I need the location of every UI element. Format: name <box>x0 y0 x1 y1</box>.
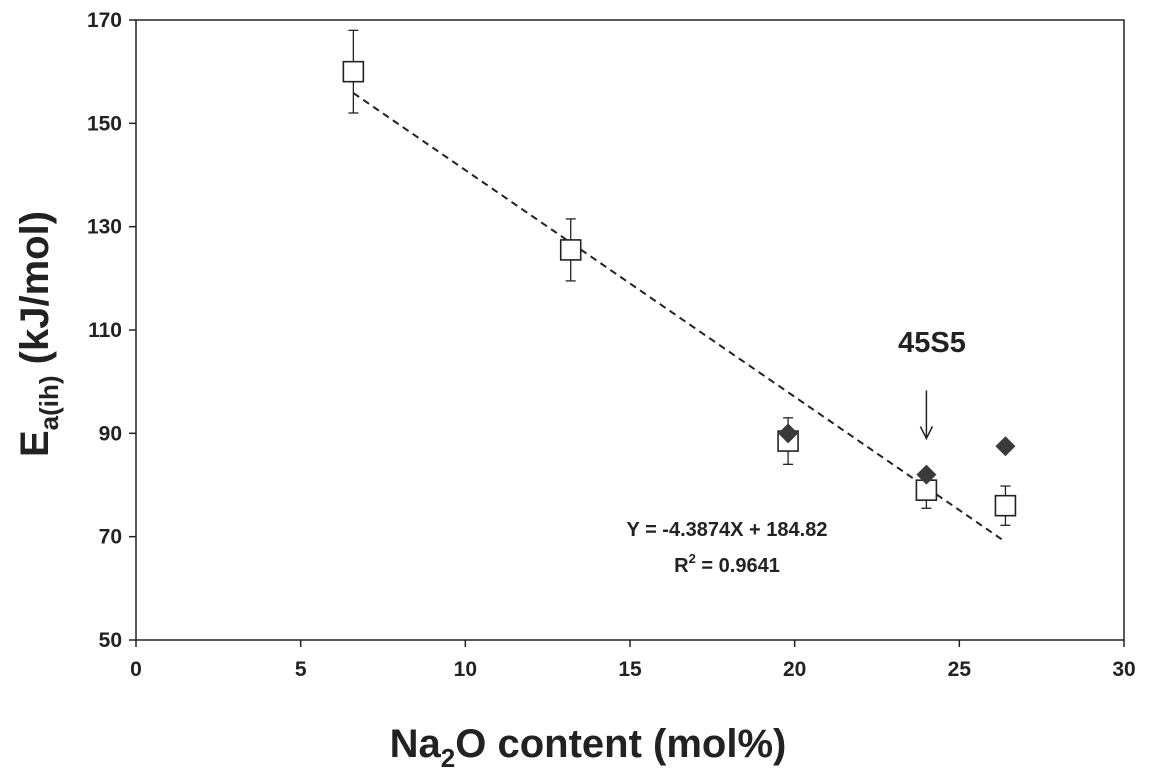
y-tick-label: 110 <box>88 319 122 342</box>
marks-layer <box>342 29 1017 526</box>
annotation-layer: Y = -4.3874X + 184.82 R2 = 0.9641 45S5 <box>627 327 966 577</box>
filled-diamond-point <box>995 436 1016 457</box>
x-tick-label: 30 <box>1112 658 1135 681</box>
label-45s5: 45S5 <box>898 327 966 359</box>
open-square-point <box>342 60 365 83</box>
x-axis-title: Na2O content (mol%) <box>390 722 787 768</box>
trendline <box>352 92 1007 543</box>
plot-frame <box>135 19 1125 641</box>
y-tick-label: 90 <box>99 422 122 445</box>
axes-layer: 0 5 10 15 20 25 30 50 70 90 110 130 150 170 <box>87 9 1136 681</box>
x-tick-label: 25 <box>948 658 972 681</box>
y-tick-label: 70 <box>99 526 122 549</box>
arrow-45s5-head <box>919 426 934 441</box>
y-tick-label: 50 <box>99 629 122 652</box>
filled-diamond-point <box>916 464 937 485</box>
open-square-point <box>559 239 582 261</box>
y-tick-label: 170 <box>87 9 122 32</box>
trendline-layer <box>352 92 1007 543</box>
y-tick-label: 150 <box>87 112 122 135</box>
open-square-point <box>994 494 1017 517</box>
y-axis-title: Ea(ih) (kJ/mol) <box>13 211 64 457</box>
x-tick-label: 0 <box>130 658 142 681</box>
y-tick-label: 130 <box>87 216 122 239</box>
r-squared-label: R2 = 0.9641 <box>674 551 780 577</box>
x-tick-label: 15 <box>618 658 642 681</box>
filled-diamond-point <box>778 423 799 444</box>
x-tick-label: 20 <box>783 658 806 681</box>
equation-label: Y = -4.3874X + 184.82 <box>627 519 828 541</box>
x-tick-label: 10 <box>454 658 477 681</box>
x-tick-label: 5 <box>295 658 307 681</box>
